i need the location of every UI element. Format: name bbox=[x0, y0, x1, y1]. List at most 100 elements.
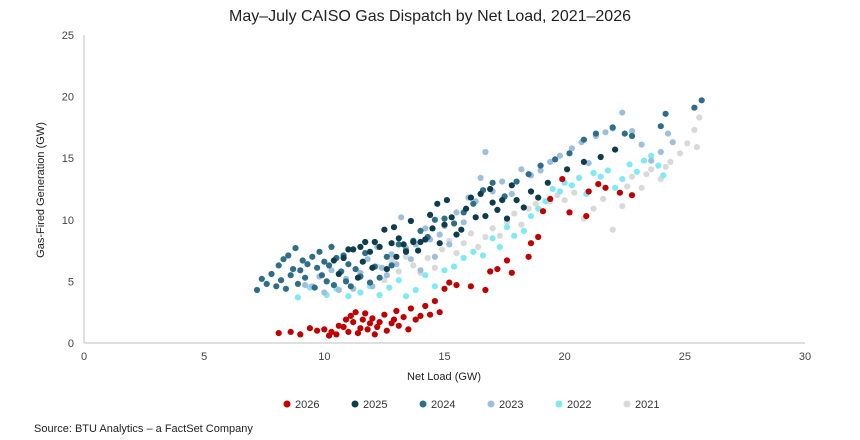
data-point bbox=[494, 266, 501, 273]
data-point bbox=[410, 238, 417, 246]
y-tick-label: 15 bbox=[62, 153, 74, 165]
data-point bbox=[568, 182, 576, 189]
data-point bbox=[359, 316, 366, 323]
data-point bbox=[566, 209, 573, 216]
data-point bbox=[527, 213, 535, 220]
data-point bbox=[532, 200, 539, 207]
data-point bbox=[330, 257, 337, 264]
data-point bbox=[417, 312, 424, 319]
data-point bbox=[453, 209, 460, 216]
data-point bbox=[580, 136, 588, 143]
data-point bbox=[556, 152, 564, 159]
data-point bbox=[388, 262, 395, 269]
plot-area bbox=[253, 97, 705, 339]
data-point bbox=[451, 263, 458, 270]
data-point bbox=[369, 315, 376, 322]
data-point bbox=[612, 146, 619, 153]
data-point bbox=[638, 184, 645, 191]
data-point bbox=[503, 224, 511, 231]
data-point bbox=[487, 268, 494, 275]
data-point bbox=[431, 253, 438, 260]
data-point bbox=[290, 266, 297, 273]
data-point bbox=[640, 157, 648, 164]
data-point bbox=[422, 225, 429, 232]
y-tick-labels: 0 5 10 15 20 25 bbox=[62, 30, 74, 350]
data-point bbox=[537, 162, 544, 169]
axes bbox=[83, 35, 805, 344]
data-point bbox=[354, 330, 362, 337]
data-point bbox=[467, 194, 474, 201]
x-tick-labels: 0 5 10 15 20 25 30 bbox=[81, 351, 811, 363]
series-2025 bbox=[330, 146, 619, 281]
data-point bbox=[482, 148, 489, 156]
data-point bbox=[643, 171, 650, 178]
data-point bbox=[302, 274, 309, 281]
data-point bbox=[628, 128, 636, 135]
data-point bbox=[619, 109, 626, 116]
data-point bbox=[585, 188, 592, 195]
data-point bbox=[422, 236, 429, 243]
data-point bbox=[328, 267, 335, 274]
data-point bbox=[366, 320, 374, 327]
data-point bbox=[278, 277, 285, 284]
legend-marker bbox=[351, 400, 359, 408]
data-point bbox=[527, 240, 535, 247]
data-point bbox=[431, 216, 438, 223]
data-point bbox=[386, 284, 393, 291]
data-point bbox=[590, 169, 597, 177]
data-point bbox=[691, 126, 698, 133]
data-point bbox=[559, 176, 566, 183]
data-point bbox=[383, 266, 390, 273]
series-2022 bbox=[294, 152, 667, 301]
data-point bbox=[436, 309, 443, 316]
legend-item-2023: 2023 bbox=[487, 399, 523, 411]
data-point bbox=[583, 213, 590, 220]
data-point bbox=[511, 232, 518, 239]
data-point bbox=[655, 162, 662, 169]
data-point bbox=[321, 258, 328, 265]
data-point bbox=[388, 251, 395, 258]
data-point bbox=[253, 286, 261, 294]
data-point bbox=[616, 189, 624, 196]
legend-item-2022: 2022 bbox=[555, 399, 591, 411]
data-point bbox=[657, 123, 664, 130]
data-point bbox=[597, 153, 604, 161]
data-point bbox=[458, 226, 465, 233]
data-point bbox=[347, 312, 354, 319]
data-point bbox=[477, 190, 484, 197]
data-point bbox=[297, 267, 304, 274]
data-point bbox=[453, 282, 460, 289]
data-point bbox=[287, 328, 294, 335]
source-note: Source: BTU Analytics – a FactSet Compan… bbox=[34, 423, 253, 435]
x-tick-label: 15 bbox=[438, 351, 450, 363]
data-point bbox=[626, 161, 633, 168]
data-point bbox=[662, 110, 669, 117]
data-point bbox=[549, 185, 556, 193]
legend-item-2024: 2024 bbox=[419, 399, 455, 411]
data-point bbox=[479, 252, 487, 259]
data-point bbox=[489, 235, 496, 242]
data-point bbox=[335, 270, 342, 278]
data-point bbox=[400, 314, 407, 321]
data-point bbox=[422, 272, 429, 279]
y-axis-label: Gas-Fired Generation (GW) bbox=[35, 122, 47, 258]
data-point bbox=[371, 331, 378, 338]
data-point bbox=[364, 326, 371, 333]
data-point bbox=[489, 179, 496, 186]
data-point bbox=[547, 195, 554, 202]
legend-item-2021: 2021 bbox=[623, 399, 659, 411]
data-point bbox=[443, 197, 450, 204]
data-point bbox=[520, 204, 527, 211]
x-tick-label: 20 bbox=[559, 351, 571, 363]
x-tick-label: 10 bbox=[318, 351, 330, 363]
data-point bbox=[595, 181, 602, 188]
data-point bbox=[352, 309, 359, 316]
legend-marker bbox=[555, 400, 563, 408]
data-point bbox=[628, 132, 636, 140]
data-point bbox=[525, 253, 532, 260]
data-point bbox=[345, 293, 352, 300]
data-point bbox=[619, 176, 626, 183]
data-point bbox=[439, 246, 446, 253]
data-point bbox=[328, 328, 335, 335]
x-axis-label: Net Load (GW) bbox=[407, 371, 481, 383]
